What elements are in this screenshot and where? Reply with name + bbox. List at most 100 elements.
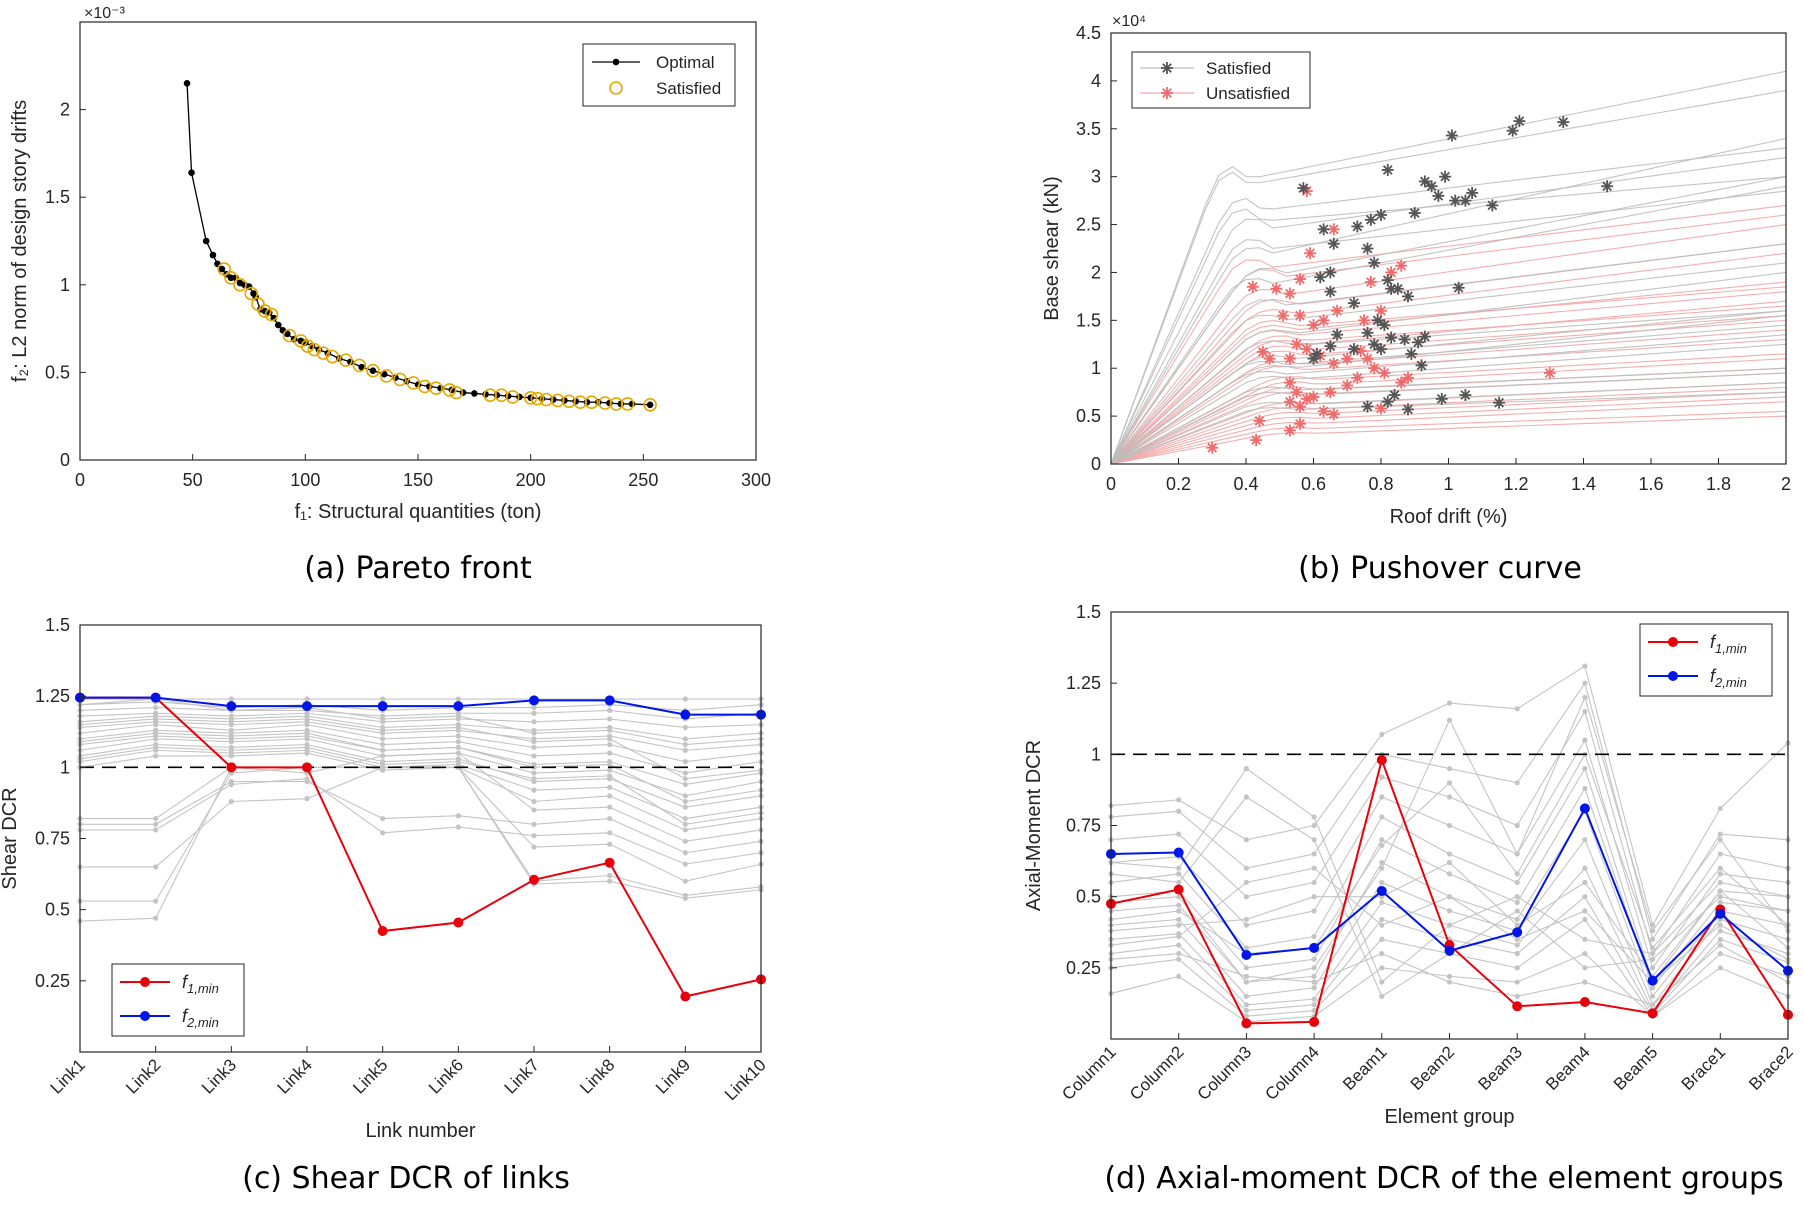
unsatisfied-curve: [1111, 338, 1786, 464]
background-point: [153, 744, 159, 751]
y-tick-label-b: 2.5: [1076, 215, 1101, 235]
star-stroke: [1453, 282, 1464, 293]
star-stroke: [1301, 344, 1312, 354]
legend-f: f: [182, 1006, 189, 1026]
background-point: [531, 833, 537, 839]
legend-f: f: [1710, 666, 1717, 686]
star-stroke: [1403, 404, 1413, 415]
x-tick-label-d: Column2: [1126, 1042, 1188, 1104]
satisfied-star: [1466, 186, 1479, 199]
series-point-f2,min: [680, 709, 691, 720]
background-point: [682, 804, 688, 810]
satisfied-star: [1557, 116, 1570, 129]
background-point: [1446, 851, 1453, 857]
unsatisfied-star: [1317, 314, 1330, 327]
star-stroke: [1396, 260, 1407, 271]
background-point: [1243, 894, 1249, 900]
satisfied-star: [1418, 175, 1431, 188]
background-point: [153, 898, 159, 904]
background-line: [79, 749, 762, 820]
caption-b: (b) Pushover curve: [1298, 551, 1582, 586]
unsatisfied-star: [1317, 405, 1330, 418]
background-point: [1311, 985, 1317, 991]
background-point: [682, 878, 688, 884]
star-stroke: [1382, 165, 1393, 175]
satisfied-point: [244, 286, 259, 301]
legend-satisfied-label: Satisfied: [656, 79, 721, 98]
y-tick-label-d: 1: [1091, 744, 1101, 764]
background-point: [1446, 871, 1453, 877]
background-point: [1176, 933, 1182, 940]
background-point: [1514, 899, 1520, 905]
unsatisfied-star: [1368, 362, 1381, 375]
satisfied-point: [352, 358, 367, 373]
series-point-f2,min: [1579, 803, 1590, 814]
star-stroke: [1328, 224, 1339, 235]
x-tick-label-c: Link6: [425, 1055, 467, 1097]
star-stroke: [1403, 291, 1413, 302]
x-tick-label-d: Column3: [1194, 1042, 1256, 1104]
satisfied-star: [1361, 400, 1374, 413]
unsatisfied-curve: [1111, 391, 1786, 464]
satisfied-point: [429, 381, 443, 395]
background-point: [1176, 908, 1182, 914]
star-stroke: [1284, 425, 1295, 436]
x-tick-label-a: 100: [290, 470, 320, 490]
background-point: [607, 815, 613, 822]
series-point-f2,min: [1376, 885, 1387, 896]
background-point: [153, 736, 159, 742]
x-tick-label-b: 0.8: [1368, 474, 1393, 494]
satisfied-star: [1391, 282, 1404, 295]
background-point: [1582, 694, 1588, 701]
background-point: [1717, 894, 1723, 900]
star-stroke: [1365, 277, 1376, 287]
legend-label-f2,min: f2,min: [182, 1006, 219, 1030]
unsatisfied-star: [1290, 386, 1303, 399]
y-tick-label-b: 4.5: [1076, 23, 1101, 43]
satisfied-curve: [1111, 147, 1786, 464]
background-point: [1514, 993, 1520, 999]
satisfied-curve: [1111, 343, 1786, 464]
x-tick-label-b: 1.6: [1638, 474, 1663, 494]
background-point: [1311, 879, 1317, 886]
background-point: [380, 761, 386, 768]
background-line: [80, 781, 762, 854]
unsatisfied-star: [1253, 414, 1266, 427]
optimal-point: [628, 400, 636, 408]
satisfied-star: [1445, 129, 1458, 142]
background-point: [682, 850, 688, 856]
background-point: [1582, 737, 1588, 743]
satisfied-star: [1412, 336, 1425, 349]
background-point: [531, 730, 537, 736]
x-tick-label-d: Beam5: [1610, 1042, 1662, 1094]
series-point-f2,min: [150, 692, 161, 703]
y-tick-label-a: 1: [60, 275, 70, 295]
background-point: [455, 739, 461, 745]
background-point: [1582, 837, 1588, 843]
background-point: [682, 821, 688, 827]
y-tick-label-c: 1.25: [35, 686, 70, 706]
background-point: [1446, 717, 1453, 723]
satisfied-point: [366, 363, 380, 378]
star-stroke: [1602, 181, 1613, 192]
background-point: [1582, 785, 1588, 792]
background-point: [1176, 808, 1182, 814]
x-tick-label-a: 50: [183, 470, 203, 490]
background-point: [1514, 951, 1520, 957]
background-point: [1446, 822, 1453, 829]
star-stroke: [1295, 274, 1305, 285]
background-point: [1311, 956, 1317, 962]
y-axis-label-a: f₂: L2 norm of design story drifts: [9, 100, 31, 382]
background-point: [607, 878, 613, 884]
satisfied-point: [325, 349, 340, 364]
star-stroke: [1284, 288, 1295, 299]
unsatisfied-curve: [1111, 224, 1786, 464]
background-point: [1582, 663, 1588, 669]
background-point: [1717, 951, 1723, 957]
background-point: [380, 696, 386, 702]
star-stroke: [1399, 334, 1410, 345]
background-point: [1514, 908, 1520, 914]
satisfied-star: [1381, 274, 1394, 287]
background-point: [682, 781, 688, 788]
